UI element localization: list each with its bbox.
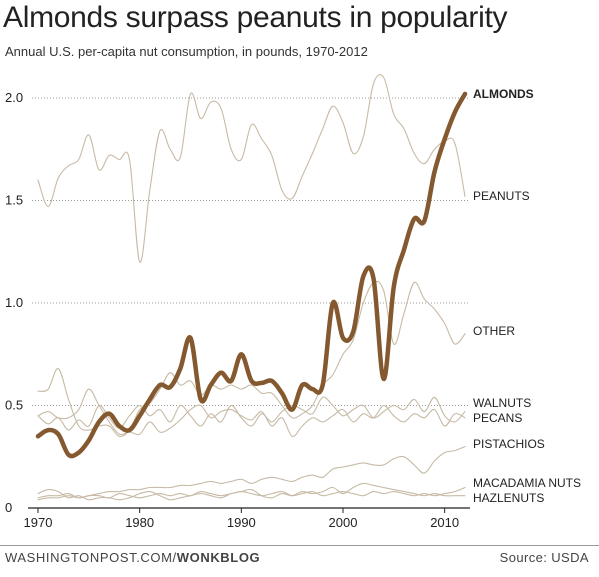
series-label-peanuts: PEANUTS: [473, 189, 530, 203]
series-label-almonds: ALMONDS: [473, 87, 534, 101]
series-lines: [35, 74, 468, 501]
series-line-almonds: [35, 91, 468, 459]
x-tick-label: 1970: [24, 515, 53, 530]
line-chart: 0 0.5 1.0 1.5 2.0 1970 1980 1990 2000 2010 ALMON…: [5, 74, 581, 530]
credit-line: WASHINGTONPOST.COM/WONKBLOG: [5, 550, 260, 565]
y-axis-tick-labels: 0 0.5 1.0 1.5 2.0: [5, 90, 23, 515]
x-tick-label: 1980: [125, 515, 154, 530]
credit-bold: WONKBLOG: [176, 550, 261, 565]
series-line-peanuts: [37, 74, 466, 263]
x-tick-label: 2010: [430, 515, 459, 530]
x-tick-label: 1990: [227, 515, 256, 530]
y-tick-label: 0.5: [5, 398, 23, 413]
y-tick-label: 1.0: [5, 295, 23, 310]
series-label-macadamia-nuts: MACADAMIA NUTS: [473, 476, 581, 490]
x-axis: 1970 1980 1990 2000 2010: [24, 507, 470, 530]
series-line-pecans: [37, 388, 466, 437]
chart-title: Almonds surpass peanuts in popularity: [3, 1, 508, 34]
footer-divider: [0, 545, 599, 546]
series-label-hazlenuts: HAZLENUTS: [473, 491, 544, 505]
series-line-hazlenuts: [37, 482, 466, 501]
series-label-pecans: PECANS: [473, 411, 522, 425]
series-label-other: OTHER: [473, 324, 515, 338]
credit-main: WASHINGTONPOST.COM/: [5, 550, 177, 565]
chart-subtitle: Annual U.S. per-capita nut consumption, …: [5, 44, 368, 59]
series-label-pistachios: PISTACHIOS: [473, 437, 545, 451]
x-tick-label: 2000: [329, 515, 358, 530]
series-line-other: [37, 280, 466, 437]
source-note: Source: USDA: [499, 550, 589, 565]
y-tick-label: 1.5: [5, 193, 23, 208]
series-line-pistachios: [37, 445, 466, 499]
y-tick-label: 2.0: [5, 90, 23, 105]
series-label-walnuts: WALNUTS: [473, 396, 531, 410]
series-line-walnuts: [37, 396, 466, 431]
y-tick-label: 0: [5, 500, 12, 515]
